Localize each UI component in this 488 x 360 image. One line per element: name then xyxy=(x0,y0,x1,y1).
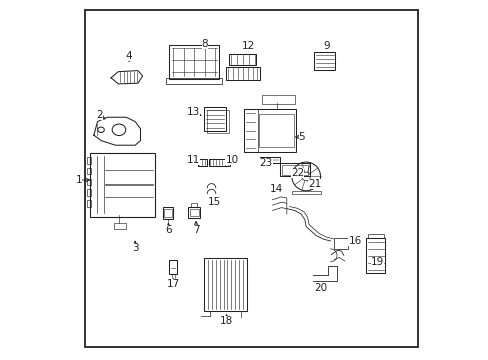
Text: 13: 13 xyxy=(186,107,200,117)
Bar xyxy=(86,200,91,207)
Bar xyxy=(367,234,383,238)
Text: 18: 18 xyxy=(220,316,233,325)
Text: 14: 14 xyxy=(269,184,282,194)
Bar xyxy=(204,258,246,311)
Bar xyxy=(86,179,91,185)
Bar xyxy=(258,114,293,147)
Bar xyxy=(169,260,177,274)
Text: 9: 9 xyxy=(323,41,329,50)
Bar xyxy=(244,109,296,152)
Text: 5: 5 xyxy=(298,132,305,142)
Text: 15: 15 xyxy=(207,197,220,207)
Bar xyxy=(204,107,225,131)
Bar xyxy=(86,157,91,163)
Text: 3: 3 xyxy=(132,243,138,253)
Bar xyxy=(164,209,172,217)
Bar xyxy=(280,163,309,176)
Text: 16: 16 xyxy=(347,236,361,246)
Bar xyxy=(187,207,200,218)
Bar xyxy=(198,159,206,166)
Text: 2: 2 xyxy=(96,111,102,121)
Bar xyxy=(314,52,335,69)
Bar xyxy=(166,78,222,84)
Bar xyxy=(208,159,230,166)
Bar xyxy=(259,157,280,163)
Text: 8: 8 xyxy=(202,39,208,49)
Text: 20: 20 xyxy=(313,283,326,293)
Bar xyxy=(189,209,198,216)
Text: 6: 6 xyxy=(165,225,171,235)
Bar xyxy=(86,189,91,196)
Bar xyxy=(262,95,294,104)
Bar xyxy=(229,54,256,65)
Text: 12: 12 xyxy=(242,41,255,50)
Text: 23: 23 xyxy=(259,158,272,168)
Bar xyxy=(333,238,347,249)
Text: 1: 1 xyxy=(75,175,82,185)
Text: 19: 19 xyxy=(370,257,383,267)
Bar xyxy=(282,165,307,175)
Bar xyxy=(113,223,126,229)
Text: 7: 7 xyxy=(192,225,199,235)
Text: 17: 17 xyxy=(166,279,180,289)
Bar xyxy=(169,45,219,79)
Bar xyxy=(207,110,228,134)
Bar xyxy=(86,168,91,174)
Text: 10: 10 xyxy=(225,155,238,165)
Bar xyxy=(191,203,196,207)
Bar xyxy=(225,67,260,80)
Text: 4: 4 xyxy=(125,51,132,61)
Bar xyxy=(291,191,320,194)
Text: 11: 11 xyxy=(186,155,200,165)
Bar xyxy=(90,153,155,217)
Bar xyxy=(366,238,384,273)
Text: 21: 21 xyxy=(307,179,321,189)
Bar xyxy=(163,207,173,219)
Text: 22: 22 xyxy=(290,168,304,178)
